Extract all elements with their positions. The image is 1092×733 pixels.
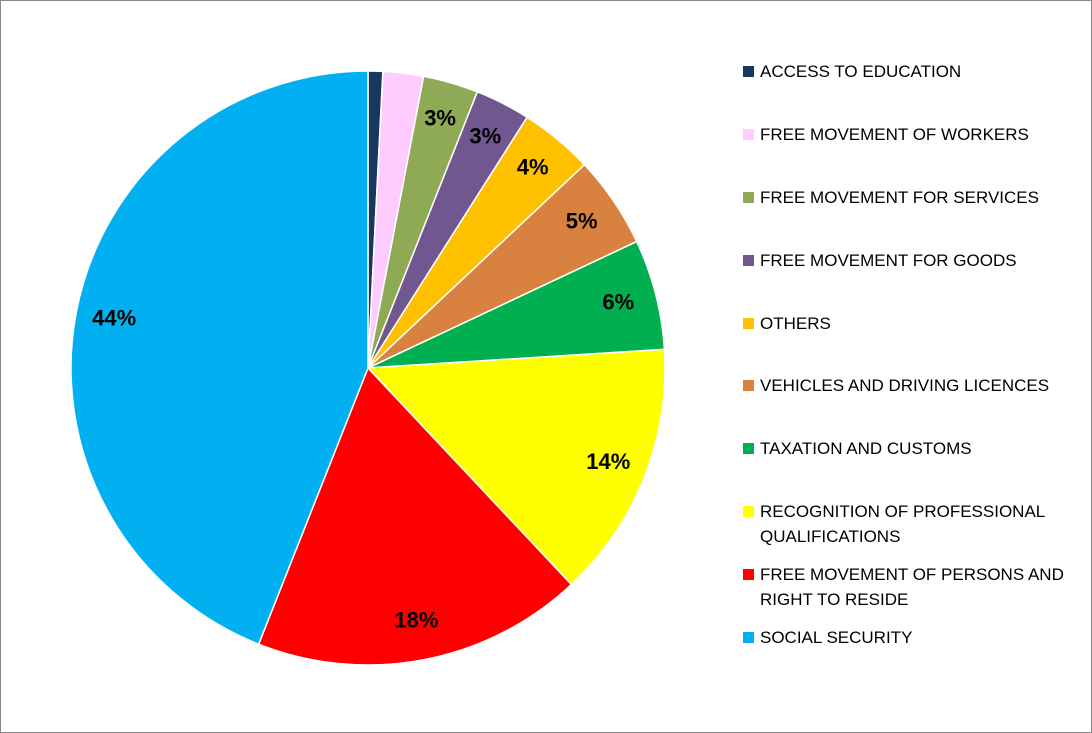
data-label: 6%: [602, 290, 634, 315]
legend-item: FREE MOVEMENT OF WORKERS: [743, 122, 1073, 147]
pie-slice: [366, 348, 666, 586]
legend-item: FREE MOVEMENT FOR GOODS: [743, 248, 1073, 273]
legend-swatch: [743, 380, 754, 391]
legend-item: VEHICLES AND DRIVING LICENCES: [743, 373, 1073, 398]
data-label: 18%: [394, 608, 438, 633]
legend-label: VEHICLES AND DRIVING LICENCES: [760, 376, 1050, 395]
legend-label: TAXATION AND CUSTOMS: [760, 439, 972, 458]
legend-item: ACCESS TO EDUCATION: [743, 59, 1073, 84]
legend-swatch: [743, 506, 754, 517]
legend-label: SOCIAL SECURITY: [760, 628, 913, 647]
legend-item: SOCIAL SECURITY: [743, 625, 1073, 650]
data-label: 44%: [92, 305, 136, 330]
legend-swatch: [743, 318, 754, 329]
data-label: 14%: [586, 449, 630, 474]
legend-swatch: [743, 443, 754, 454]
legend-swatch: [743, 632, 754, 643]
pie-slice: [70, 70, 369, 646]
legend-item: FREE MOVEMENT FOR SERVICES: [743, 185, 1073, 210]
legend-swatch: [743, 192, 754, 203]
legend-label: FREE MOVEMENT OF PERSONS AND RIGHT TO RE…: [760, 565, 1064, 609]
legend-item: TAXATION AND CUSTOMS: [743, 436, 1073, 461]
legend-item: OTHERS: [743, 311, 1073, 336]
data-label: 4%: [517, 155, 549, 180]
legend-label: FREE MOVEMENT FOR GOODS: [760, 251, 1017, 270]
legend-item: FREE MOVEMENT OF PERSONS AND RIGHT TO RE…: [743, 562, 1073, 612]
data-label: 3%: [469, 124, 501, 149]
legend-swatch: [743, 569, 754, 580]
data-label: 5%: [566, 209, 598, 234]
data-label: 3%: [424, 106, 456, 131]
legend-label: ACCESS TO EDUCATION: [760, 62, 962, 81]
legend-swatch: [743, 255, 754, 266]
legend-item: RECOGNITION OF PROFESSIONAL QUALIFICATIO…: [743, 499, 1073, 549]
legend-label: RECOGNITION OF PROFESSIONAL QUALIFICATIO…: [760, 502, 1045, 546]
pie-slice: [257, 366, 573, 666]
legend-swatch: [743, 129, 754, 140]
legend-label: FREE MOVEMENT OF WORKERS: [760, 125, 1029, 144]
legend-label: FREE MOVEMENT FOR SERVICES: [760, 188, 1039, 207]
legend-swatch: [743, 66, 754, 77]
legend-label: OTHERS: [760, 314, 831, 333]
